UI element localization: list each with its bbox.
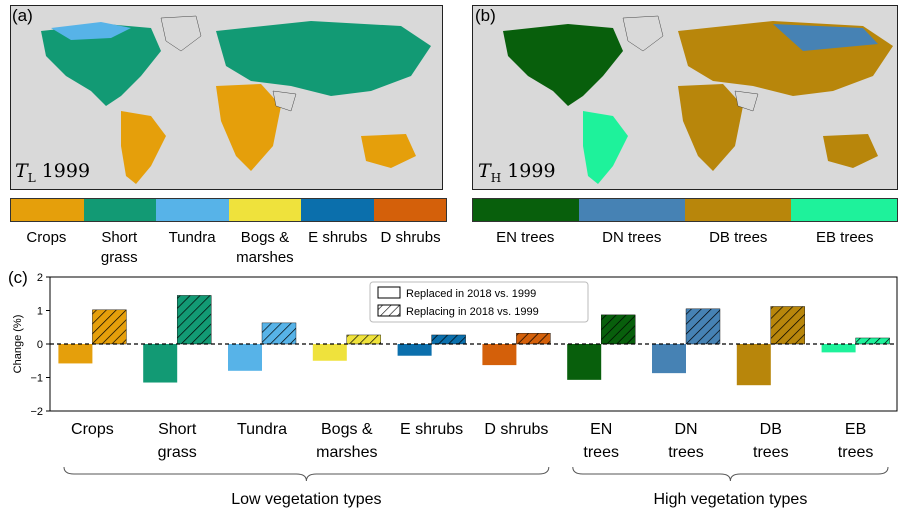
legend-label: Replaced in 2018 vs. 1999 [406, 288, 536, 300]
y-axis-label: Change (%) [12, 315, 24, 374]
legend-swatch-hatched [378, 305, 400, 316]
bar-replacing [177, 295, 211, 344]
high-vegetation-group-brace [573, 467, 888, 481]
bar-replacing [686, 309, 720, 344]
bar-replaced [652, 344, 686, 373]
bar-replacing [92, 310, 126, 344]
x-tick-label: Tundra [237, 421, 287, 438]
bar-replacing [347, 335, 381, 344]
x-tick-label: EN [590, 421, 612, 438]
legend-swatch-solid [378, 287, 400, 298]
low-vegetation-group-brace [64, 467, 549, 481]
y-tick-label: 2 [37, 272, 43, 284]
bar-replacing [262, 323, 296, 344]
x-tick-label: EB [845, 421, 866, 438]
y-tick-label: −1 [30, 373, 43, 385]
x-tick-label: trees [668, 444, 704, 461]
x-tick-label: Short [158, 421, 197, 438]
x-tick-label: marshes [316, 444, 377, 461]
x-tick-label: grass [158, 444, 197, 461]
x-tick-label: D shrubs [484, 421, 548, 438]
legend-label: Replacing in 2018 vs. 1999 [406, 306, 539, 318]
x-tick-label: trees [838, 444, 874, 461]
low-vegetation-group-label: Low vegetation types [231, 491, 381, 508]
y-tick-label: 0 [37, 339, 43, 351]
x-tick-label: Crops [71, 421, 114, 438]
x-tick-label: DN [674, 421, 697, 438]
x-tick-label: DB [760, 421, 782, 438]
bar-replacing [771, 306, 805, 344]
y-tick-label: −2 [30, 406, 43, 418]
x-tick-label: trees [583, 444, 619, 461]
bar-replaced [398, 344, 432, 356]
bar-replaced [313, 344, 347, 361]
x-tick-label: trees [753, 444, 789, 461]
x-tick-label: Bogs & [321, 421, 373, 438]
bar-replaced [58, 344, 92, 363]
bar-replaced [228, 344, 262, 371]
high-vegetation-group-label: High vegetation types [653, 491, 807, 508]
bar-replacing [856, 338, 890, 344]
bar-replaced [737, 344, 771, 385]
bar-replaced [822, 344, 856, 352]
y-tick-label: 1 [37, 306, 43, 318]
bar-replaced [567, 344, 601, 380]
bar-replaced [143, 344, 177, 383]
bar-replacing [516, 333, 550, 344]
bar-replacing [432, 335, 466, 344]
bar-replacing [601, 315, 635, 344]
x-tick-label: E shrubs [400, 421, 463, 438]
bar-replaced [482, 344, 516, 365]
